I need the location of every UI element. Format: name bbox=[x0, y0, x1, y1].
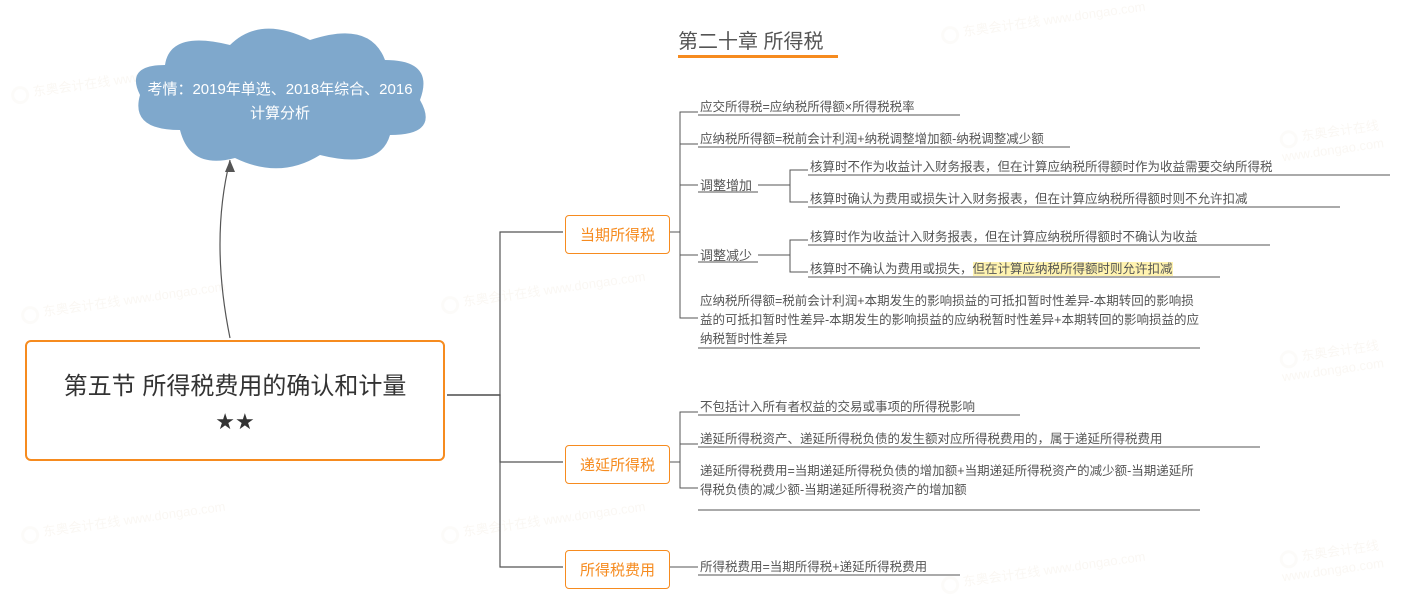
b1-dec-leaf2: 核算时不确认为费用或损失，但在计算应纳税所得额时则允许扣减 bbox=[810, 260, 1173, 279]
watermark: 东奥会计在线 www.dongao.com bbox=[1281, 338, 1385, 384]
branch-deferred-tax: 递延所得税 bbox=[565, 445, 670, 484]
b2-leaf2: 递延所得税资产、递延所得税负债的发生额对应所得税费用的，属于递延所得税费用 bbox=[700, 430, 1163, 449]
root-stars: ★★ bbox=[47, 409, 423, 435]
watermark: 东奥会计在线 www.dongao.com bbox=[962, 549, 1147, 589]
b1-dec2-highlight: 但在计算应纳税所得额时则允许扣减 bbox=[973, 262, 1173, 276]
b1-dec2-plain: 核算时不确认为费用或损失， bbox=[810, 262, 973, 276]
branch3-label: 所得税费用 bbox=[580, 562, 655, 579]
exam-info-text: 考情：2019年单选、2018年综合、2016计算分析 bbox=[140, 78, 420, 126]
watermark: 东奥会计在线 www.dongao.com bbox=[42, 279, 227, 319]
branch1-label: 当期所得税 bbox=[580, 227, 655, 244]
b1-leaf-formula3: 应纳税所得额=税前会计利润+本期发生的影响损益的可抵扣暂时性差异-本期转回的影响… bbox=[700, 292, 1200, 348]
b3-leaf: 所得税费用=当期所得税+递延所得税费用 bbox=[700, 558, 927, 577]
branch-tax-expense: 所得税费用 bbox=[565, 550, 670, 589]
b1-inc-leaf1: 核算时不作为收益计入财务报表，但在计算应纳税所得额时作为收益需要交纳所得税 bbox=[810, 158, 1273, 177]
b1-sub-increase: 调整增加 bbox=[700, 175, 752, 194]
b1-inc-leaf2: 核算时确认为费用或损失计入财务报表，但在计算应纳税所得额时则不允许扣减 bbox=[810, 190, 1248, 209]
chapter-title: 第二十章 所得税 bbox=[678, 25, 824, 54]
chapter-underline bbox=[678, 55, 838, 58]
root-title: 第五节 所得税费用的确认和计量 bbox=[47, 366, 423, 401]
b1-sub-decrease: 调整减少 bbox=[700, 245, 752, 264]
branch2-label: 递延所得税 bbox=[580, 457, 655, 474]
watermark: 东奥会计在线 www.dongao.com bbox=[962, 0, 1147, 39]
watermark: 东奥会计在线 www.dongao.com bbox=[462, 499, 647, 539]
b1-leaf-formula1: 应交所得税=应纳税所得额×所得税税率 bbox=[700, 98, 915, 117]
watermark: 东奥会计在线 www.dongao.com bbox=[462, 269, 647, 309]
b2-leaf3: 递延所得税费用=当期递延所得税负债的增加额+当期递延所得税资产的减少额-当期递延… bbox=[700, 462, 1200, 500]
watermark: 东奥会计在线 www.dongao.com bbox=[1281, 538, 1385, 584]
watermark: 东奥会计在线 www.dongao.com bbox=[1281, 118, 1385, 164]
b1-leaf-formula2: 应纳税所得额=税前会计利润+纳税调整增加额-纳税调整减少额 bbox=[700, 130, 1044, 149]
watermark: 东奥会计在线 www.dongao.com bbox=[42, 499, 227, 539]
b1-dec-leaf1: 核算时作为收益计入财务报表，但在计算应纳税所得额时不确认为收益 bbox=[810, 228, 1198, 247]
b2-leaf1: 不包括计入所有者权益的交易或事项的所得税影响 bbox=[700, 398, 975, 417]
branch-current-tax: 当期所得税 bbox=[565, 215, 670, 254]
root-node: 第五节 所得税费用的确认和计量 ★★ bbox=[25, 340, 445, 461]
